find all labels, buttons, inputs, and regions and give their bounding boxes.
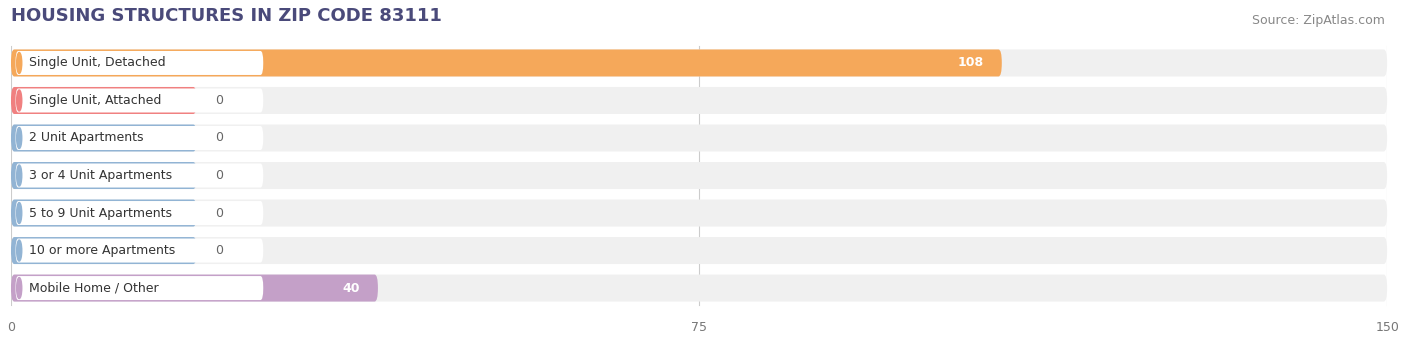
Text: Single Unit, Attached: Single Unit, Attached: [30, 94, 162, 107]
Circle shape: [17, 128, 21, 148]
FancyBboxPatch shape: [11, 124, 197, 151]
Circle shape: [17, 165, 21, 186]
Text: 0: 0: [215, 207, 224, 220]
Text: 0: 0: [215, 132, 224, 145]
Text: 5 to 9 Unit Apartments: 5 to 9 Unit Apartments: [30, 207, 173, 220]
Circle shape: [17, 278, 21, 299]
Text: 3 or 4 Unit Apartments: 3 or 4 Unit Apartments: [30, 169, 173, 182]
FancyBboxPatch shape: [11, 87, 197, 114]
Text: 10 or more Apartments: 10 or more Apartments: [30, 244, 176, 257]
Text: Source: ZipAtlas.com: Source: ZipAtlas.com: [1251, 14, 1385, 27]
FancyBboxPatch shape: [15, 276, 263, 300]
Text: 2 Unit Apartments: 2 Unit Apartments: [30, 132, 143, 145]
FancyBboxPatch shape: [11, 87, 1388, 114]
Text: Mobile Home / Other: Mobile Home / Other: [30, 282, 159, 295]
Text: 40: 40: [342, 282, 360, 295]
FancyBboxPatch shape: [11, 275, 378, 301]
FancyBboxPatch shape: [11, 162, 197, 189]
Circle shape: [17, 203, 21, 224]
FancyBboxPatch shape: [11, 199, 197, 226]
FancyBboxPatch shape: [15, 88, 263, 113]
FancyBboxPatch shape: [15, 239, 263, 263]
Text: 0: 0: [215, 169, 224, 182]
Circle shape: [17, 240, 21, 261]
FancyBboxPatch shape: [11, 237, 197, 264]
FancyBboxPatch shape: [11, 124, 1388, 151]
Circle shape: [17, 90, 21, 111]
FancyBboxPatch shape: [11, 199, 1388, 226]
FancyBboxPatch shape: [11, 275, 1388, 301]
Circle shape: [17, 53, 21, 73]
FancyBboxPatch shape: [15, 163, 263, 188]
Text: HOUSING STRUCTURES IN ZIP CODE 83111: HOUSING STRUCTURES IN ZIP CODE 83111: [11, 7, 441, 25]
FancyBboxPatch shape: [11, 49, 1002, 76]
FancyBboxPatch shape: [11, 237, 1388, 264]
Text: 0: 0: [215, 94, 224, 107]
Text: 108: 108: [957, 57, 983, 70]
FancyBboxPatch shape: [11, 49, 1388, 76]
FancyBboxPatch shape: [15, 201, 263, 225]
Text: Single Unit, Detached: Single Unit, Detached: [30, 57, 166, 70]
FancyBboxPatch shape: [15, 126, 263, 150]
FancyBboxPatch shape: [11, 162, 1388, 189]
Text: 0: 0: [215, 244, 224, 257]
FancyBboxPatch shape: [15, 51, 263, 75]
